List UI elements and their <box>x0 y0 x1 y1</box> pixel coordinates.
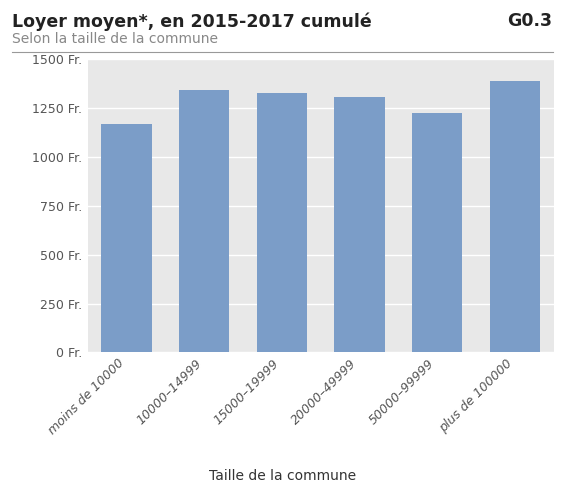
Bar <box>101 124 151 352</box>
Text: Selon la taille de la commune: Selon la taille de la commune <box>12 32 219 46</box>
Text: G0.3: G0.3 <box>507 12 553 31</box>
Text: Loyer moyen*, en 2015-2017 cumulé: Loyer moyen*, en 2015-2017 cumulé <box>12 12 372 31</box>
Bar <box>490 81 540 352</box>
Bar <box>179 90 229 352</box>
Bar <box>412 113 462 352</box>
Bar <box>257 93 307 352</box>
Text: Taille de la commune: Taille de la commune <box>209 469 356 483</box>
Bar <box>334 97 385 352</box>
